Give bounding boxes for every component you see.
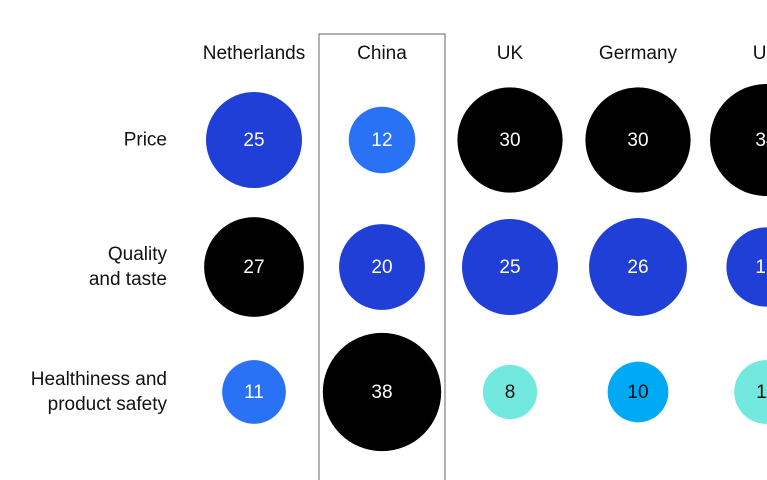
- bubble-label: 11: [756, 382, 767, 403]
- bubble: [206, 92, 302, 188]
- bubble: [607, 361, 669, 423]
- row-label: Price: [123, 129, 167, 151]
- row-label: Quality and taste: [88, 244, 167, 290]
- bubble: [457, 87, 563, 193]
- bubble-label: 27: [243, 257, 264, 278]
- bubble: [339, 224, 425, 310]
- bubble: [348, 106, 416, 174]
- bubble: [204, 217, 304, 317]
- bubble: [462, 219, 558, 315]
- bubble-label: 20: [371, 257, 392, 278]
- bubble-label: 17: [755, 257, 767, 278]
- bubble-label: 8: [505, 382, 516, 403]
- bubble-label: 25: [243, 130, 264, 151]
- bubble: [726, 227, 767, 307]
- bubble-label: 25: [499, 257, 520, 278]
- bubble-label: 30: [627, 130, 648, 151]
- bubble: [710, 84, 767, 196]
- bubble: [482, 364, 538, 420]
- row-label: Healthiness and product safety: [30, 369, 167, 415]
- bubble: [585, 87, 691, 193]
- bubble-label: 11: [244, 382, 264, 403]
- bubble-label: 38: [371, 382, 392, 403]
- bubble-label: 34: [755, 130, 767, 151]
- bubble-label: 30: [499, 130, 520, 151]
- bubble: [222, 360, 286, 424]
- bubble-label: 12: [371, 130, 392, 151]
- bubble: [589, 218, 687, 316]
- column-header: US: [753, 43, 767, 64]
- bubble-label: 26: [627, 257, 648, 278]
- column-header: China: [357, 43, 407, 64]
- highlight-box: [318, 33, 446, 480]
- column-header: Netherlands: [203, 43, 305, 64]
- bubble: [734, 360, 767, 424]
- bubble: [322, 332, 442, 452]
- bubble-label: 10: [627, 382, 648, 403]
- column-header: Germany: [599, 43, 678, 64]
- column-header: UK: [497, 43, 524, 64]
